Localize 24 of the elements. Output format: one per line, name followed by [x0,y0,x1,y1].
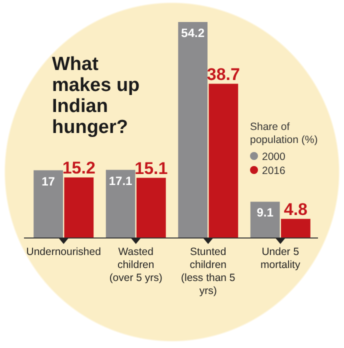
legend-label: 2016 [262,165,286,177]
legend-label: 2000 [262,151,286,163]
data-label: 15.1 [134,158,168,178]
data-label: 9.1 [256,206,274,220]
x-tick-label: Under 5 mortality [260,246,301,271]
data-label: 4.8 [284,200,308,219]
bar [281,218,310,238]
bar [208,84,238,238]
x-tick-label: Wasted children (over 5 yrs) [109,246,162,284]
bar [34,170,63,238]
data-label: 54.2 [181,26,205,40]
data-label: 17 [42,174,56,188]
bar [136,178,166,238]
data-label: 17.1 [108,174,133,188]
data-label: 38.7 [206,64,240,84]
bar [106,170,136,238]
x-tick-label: Undernourished [26,246,102,258]
text: What makes up Indian hunger? [52,54,140,138]
bar [250,202,280,238]
x-tick-label: Stunted children (less than 5 yrs) [180,246,236,297]
data-label: 15.2 [62,158,96,178]
legend-title: Share of population (%) [250,121,318,146]
bar [64,177,94,238]
bar [178,22,208,238]
